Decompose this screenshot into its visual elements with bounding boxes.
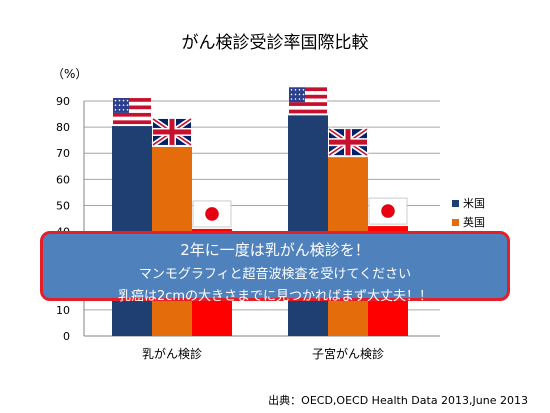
uk-flag bbox=[151, 116, 193, 148]
y-tick-label: 80 bbox=[56, 121, 70, 134]
legend-label: 英国 bbox=[463, 215, 485, 229]
callout-line-2: マンモグラフィと超音波検査を受けてください bbox=[138, 267, 412, 282]
chart-title: がん検診受診率国際比較 bbox=[182, 33, 369, 53]
callout-line-3: 乳癌は2cmの大きさまでに見つかればまず大丈夫！！ bbox=[117, 289, 433, 304]
source-note: 出典：OECD,OECD Health Data 2013,June 2013 bbox=[268, 394, 528, 407]
us-flag bbox=[289, 87, 327, 114]
y-tick-label: 50 bbox=[56, 199, 70, 212]
y-tick-label: 70 bbox=[56, 147, 70, 160]
x-category-label: 乳がん検診 bbox=[142, 346, 202, 361]
y-tick-label: 60 bbox=[56, 173, 70, 186]
callout-box: 2年に一度は乳がん検診を！ マンモグラフィと超音波検査を受けてください 乳癌は2… bbox=[40, 231, 510, 304]
us-flag bbox=[113, 98, 151, 125]
legend-label: 米国 bbox=[463, 197, 485, 210]
legend-swatch bbox=[452, 200, 459, 207]
y-tick-label: 0 bbox=[63, 330, 70, 343]
japan-flag bbox=[192, 200, 232, 228]
y-axis-label: （%） bbox=[52, 67, 87, 81]
y-tick-label: 90 bbox=[56, 95, 70, 108]
legend-swatch bbox=[452, 219, 459, 226]
japan-flag bbox=[368, 197, 408, 225]
y-tick-label: 10 bbox=[56, 304, 70, 317]
x-category-label: 子宮がん検診 bbox=[312, 346, 384, 361]
uk-flag bbox=[327, 127, 369, 158]
callout-line-1: 2年に一度は乳がん検診を！ bbox=[180, 241, 370, 259]
